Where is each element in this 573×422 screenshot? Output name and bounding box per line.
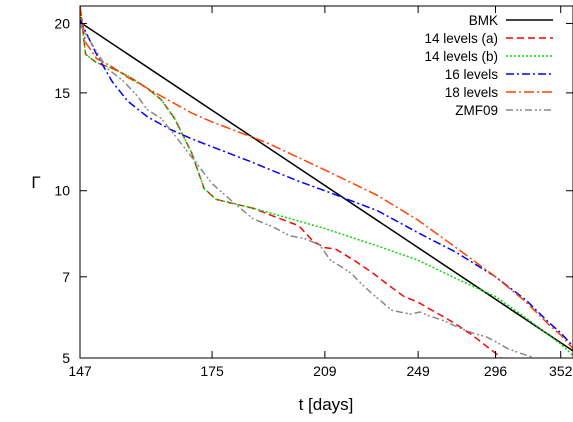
legend-label: 16 levels [445, 67, 499, 82]
x-tick-label: 249 [406, 363, 430, 379]
y-axis-title: Γ [31, 173, 40, 192]
legend-label: ZMF09 [455, 103, 498, 118]
y-tick-label: 5 [62, 350, 70, 366]
series-line-4 [80, 6, 573, 350]
series-line-2 [80, 6, 573, 357]
legend: BMK 14 levels (a) 14 levels (b) 16 levels 18… [424, 13, 553, 118]
y-tick-label: 15 [54, 85, 70, 101]
y-tick-label: 20 [54, 15, 70, 31]
x-tick-label: 352 [549, 363, 573, 379]
legend-label: 14 levels (b) [424, 49, 498, 64]
axes: 147 175 209 249 296 352 5 7 10 15 20 [54, 6, 573, 379]
y-tick-label: 10 [54, 183, 70, 199]
series-line-3 [80, 19, 573, 347]
x-axis-title: t [days] [299, 395, 354, 414]
x-tick-label: 296 [484, 363, 508, 379]
x-tick-label: 147 [68, 363, 92, 379]
legend-label: 14 levels (a) [424, 31, 498, 46]
plot-lines [80, 6, 573, 358]
y-tick-label: 7 [62, 269, 70, 285]
series-line-0 [80, 21, 573, 352]
legend-label: 18 levels [445, 85, 499, 100]
x-tick-label: 209 [313, 363, 337, 379]
legend-label: BMK [469, 13, 498, 28]
series-line-5 [80, 24, 533, 358]
series-line-1 [80, 6, 502, 358]
plot-frame [79, 5, 573, 359]
x-tick-label: 175 [200, 363, 224, 379]
